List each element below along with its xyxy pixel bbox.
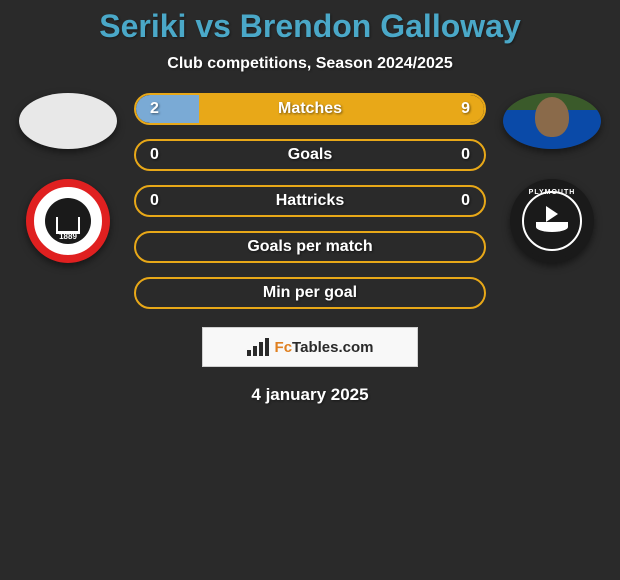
stat-row: 0Goals0 — [134, 139, 486, 171]
right-player-avatar — [503, 93, 601, 149]
page-title: Seriki vs Brendon Galloway — [0, 0, 620, 45]
fctables-logo: FcTables.com — [202, 327, 418, 367]
chart-icon — [247, 338, 269, 356]
subtitle: Club competitions, Season 2024/2025 — [0, 55, 620, 73]
left-club-badge: 1889 — [26, 179, 110, 263]
stat-right-value: 0 — [461, 192, 470, 210]
stat-row: Goals per match — [134, 231, 486, 263]
date-label: 4 january 2025 — [0, 385, 620, 405]
stat-label: Min per goal — [136, 284, 484, 302]
stat-label: Matches — [136, 100, 484, 118]
stat-right-value: 9 — [461, 100, 470, 118]
left-player-avatar — [19, 93, 117, 149]
right-side: PLYMOUTH — [492, 93, 612, 309]
right-club-text: PLYMOUTH — [529, 189, 576, 196]
stat-row: Min per goal — [134, 277, 486, 309]
stat-row: 0Hattricks0 — [134, 185, 486, 217]
logo-text: FcTables.com — [275, 339, 374, 356]
stat-right-value: 0 — [461, 146, 470, 164]
right-club-badge: PLYMOUTH — [510, 179, 594, 263]
stat-label: Hattricks — [136, 192, 484, 210]
stat-label: Goals per match — [136, 238, 484, 256]
stat-row: 2Matches9 — [134, 93, 486, 125]
stats-column: 2Matches90Goals00Hattricks0Goals per mat… — [128, 93, 492, 309]
main-area: 1889 2Matches90Goals00Hattricks0Goals pe… — [0, 93, 620, 309]
left-club-year: 1889 — [59, 232, 77, 241]
left-side: 1889 — [8, 93, 128, 309]
stat-label: Goals — [136, 146, 484, 164]
